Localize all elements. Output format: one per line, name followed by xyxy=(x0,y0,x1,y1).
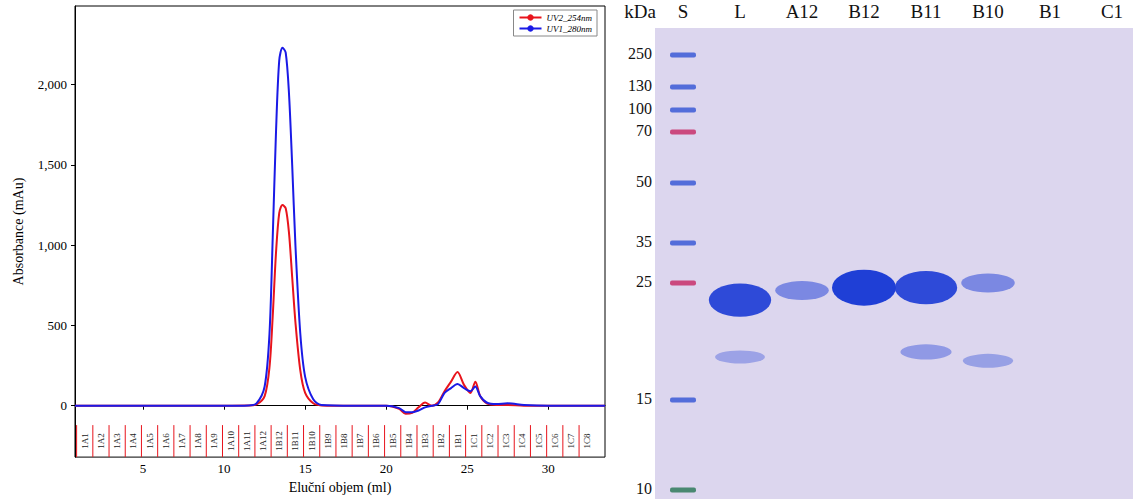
svg-text:1B9: 1B9 xyxy=(323,433,333,449)
svg-text:UV2_254nm: UV2_254nm xyxy=(547,13,593,23)
svg-text:B10: B10 xyxy=(972,1,1004,22)
svg-text:L: L xyxy=(734,1,746,22)
svg-text:10: 10 xyxy=(636,480,652,497)
svg-text:1B1: 1B1 xyxy=(453,434,463,449)
svg-text:1A5: 1A5 xyxy=(145,433,155,449)
svg-text:1C7: 1C7 xyxy=(566,433,576,449)
svg-text:1A2: 1A2 xyxy=(96,433,106,449)
svg-text:0: 0 xyxy=(61,398,68,413)
svg-text:1B8: 1B8 xyxy=(339,433,349,449)
svg-text:1B6: 1B6 xyxy=(371,433,381,449)
svg-text:1B11: 1B11 xyxy=(290,432,300,451)
svg-text:15: 15 xyxy=(636,390,652,407)
svg-text:10: 10 xyxy=(218,461,231,476)
svg-text:1C4: 1C4 xyxy=(517,433,527,449)
svg-text:1C1: 1C1 xyxy=(469,434,479,449)
svg-text:1,000: 1,000 xyxy=(38,238,67,253)
svg-text:1A9: 1A9 xyxy=(209,433,219,449)
svg-text:Eluční objem (ml): Eluční objem (ml) xyxy=(289,480,392,496)
svg-text:20: 20 xyxy=(380,461,393,476)
svg-text:1B12: 1B12 xyxy=(274,431,284,451)
svg-text:UV1_280nm: UV1_280nm xyxy=(547,24,593,34)
svg-text:1A7: 1A7 xyxy=(177,433,187,449)
svg-text:100: 100 xyxy=(628,100,652,117)
svg-text:S: S xyxy=(678,1,689,22)
svg-text:1B7: 1B7 xyxy=(355,433,365,449)
svg-text:500: 500 xyxy=(48,318,68,333)
svg-text:50: 50 xyxy=(636,173,652,190)
svg-text:1A12: 1A12 xyxy=(258,431,268,451)
svg-text:kDa: kDa xyxy=(624,1,656,22)
svg-text:1A6: 1A6 xyxy=(161,433,171,449)
svg-text:70: 70 xyxy=(636,122,652,139)
svg-text:2,000: 2,000 xyxy=(38,77,67,92)
svg-text:1A3: 1A3 xyxy=(112,433,122,449)
svg-text:1B2: 1B2 xyxy=(436,434,446,449)
svg-text:C1: C1 xyxy=(1101,1,1123,22)
svg-text:1C6: 1C6 xyxy=(550,433,560,449)
svg-text:1B4: 1B4 xyxy=(404,433,414,449)
svg-text:B11: B11 xyxy=(911,1,942,22)
svg-text:15: 15 xyxy=(299,461,312,476)
svg-text:Absorbance (mAu): Absorbance (mAu) xyxy=(11,177,27,285)
svg-text:1C3: 1C3 xyxy=(501,433,511,449)
svg-text:1C5: 1C5 xyxy=(534,433,544,449)
svg-text:1A10: 1A10 xyxy=(226,431,236,451)
svg-text:30: 30 xyxy=(542,461,555,476)
svg-text:1A1: 1A1 xyxy=(80,433,90,449)
svg-text:35: 35 xyxy=(636,233,652,250)
svg-text:1A8: 1A8 xyxy=(193,433,203,449)
svg-text:A12: A12 xyxy=(786,1,819,22)
svg-text:B12: B12 xyxy=(848,1,880,22)
svg-text:1A11: 1A11 xyxy=(242,431,252,451)
svg-text:1B3: 1B3 xyxy=(420,433,430,449)
svg-text:1,500: 1,500 xyxy=(38,157,67,172)
svg-text:B1: B1 xyxy=(1039,1,1061,22)
svg-text:250: 250 xyxy=(628,45,652,62)
svg-text:25: 25 xyxy=(461,461,474,476)
svg-text:5: 5 xyxy=(140,461,147,476)
svg-text:1A4: 1A4 xyxy=(128,433,138,449)
svg-text:1C8: 1C8 xyxy=(582,433,592,449)
svg-text:25: 25 xyxy=(636,273,652,290)
svg-text:1B5: 1B5 xyxy=(388,433,398,449)
svg-text:1C2: 1C2 xyxy=(485,434,495,449)
svg-text:130: 130 xyxy=(628,77,652,94)
svg-text:1B10: 1B10 xyxy=(307,431,317,451)
